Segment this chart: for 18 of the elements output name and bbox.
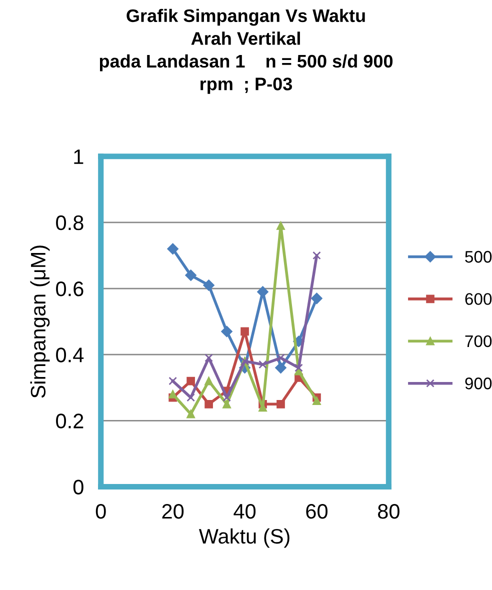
y-tick-label: 1: [74, 150, 84, 164]
legend-label: 700: [465, 335, 492, 348]
x-tick-label: 20: [162, 504, 184, 519]
x-tick-label: 0: [96, 504, 106, 519]
y-tick-label: 0: [73, 480, 84, 495]
x-axis-title: Waktu (S): [198, 528, 290, 548]
chart-title: Grafik Simpangan Vs Waktu Arah Vertikal pada Landasan 1 n = 500 s/d 900 rpm ; P-03: [100, 8, 393, 94]
x-tick-label: 80: [378, 504, 400, 519]
x-tick-label: 60: [306, 504, 328, 519]
y-tick-label: 0.4: [56, 348, 84, 362]
legend-label: 600: [465, 293, 492, 305]
legend-label: 900: [465, 378, 492, 390]
y-axis-title: Simpangan (μM): [30, 246, 50, 398]
y-tick-label: 0.8: [56, 215, 84, 230]
x-tick-label: 40: [234, 504, 256, 519]
y-tick-label: 0.2: [56, 414, 84, 428]
y-tick-label: 0.6: [56, 282, 84, 296]
legend-label: 500: [465, 250, 492, 263]
